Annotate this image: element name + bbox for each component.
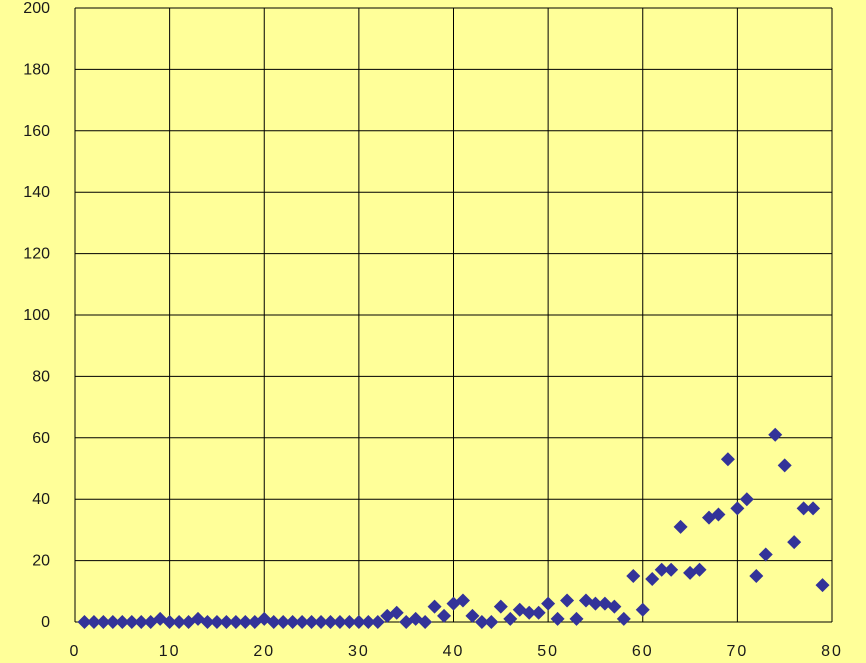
data-point <box>541 596 556 611</box>
data-point <box>162 615 177 629</box>
data-point <box>96 615 111 629</box>
data-point <box>531 605 546 620</box>
data-point <box>730 501 745 516</box>
x-tick-label: 60 <box>632 643 654 660</box>
data-point <box>758 547 773 562</box>
x-axis-tick-labels: 0 10 20 30 40 50 60 70 80 <box>70 643 843 660</box>
data-point <box>806 501 821 516</box>
data-point <box>276 615 291 629</box>
x-tick-label: 50 <box>537 643 559 660</box>
data-point <box>389 605 404 620</box>
data-point <box>219 615 234 629</box>
data-point <box>635 602 650 617</box>
data-point <box>304 615 319 629</box>
data-point <box>427 599 442 614</box>
y-tick-label: 200 <box>23 0 50 17</box>
data-point <box>560 593 575 608</box>
data-point <box>105 615 120 629</box>
data-point <box>720 452 735 467</box>
x-tick-label: 40 <box>443 643 465 660</box>
data-point <box>692 562 707 577</box>
data-point <box>493 599 508 614</box>
data-point <box>361 615 376 629</box>
data-point <box>134 615 149 629</box>
data-point <box>332 615 347 629</box>
data-point <box>607 599 622 614</box>
data-point <box>739 492 754 507</box>
data-point <box>503 611 518 626</box>
x-tick-label: 70 <box>726 643 748 660</box>
data-point <box>768 427 783 442</box>
data-point <box>314 615 329 629</box>
data-point <box>124 615 139 629</box>
data-point <box>77 615 92 629</box>
y-tick-label: 80 <box>32 368 50 385</box>
y-tick-label: 0 <box>41 614 50 631</box>
data-point <box>266 615 281 629</box>
data-point <box>645 572 660 587</box>
data-point <box>749 568 764 583</box>
data-point <box>711 507 726 522</box>
y-tick-label: 180 <box>23 61 50 78</box>
data-point <box>342 615 357 629</box>
data-point <box>588 596 603 611</box>
x-tick-label: 10 <box>159 643 181 660</box>
data-point <box>295 615 310 629</box>
data-point <box>474 615 489 629</box>
x-tick-label: 20 <box>253 643 275 660</box>
data-point <box>654 562 669 577</box>
data-point <box>664 562 679 577</box>
y-tick-label: 120 <box>23 246 50 263</box>
data-point <box>777 458 792 473</box>
y-tick-label: 20 <box>32 553 50 570</box>
data-point <box>172 615 187 629</box>
data-point <box>550 611 565 626</box>
data-point <box>673 519 688 534</box>
data-point <box>796 501 811 516</box>
data-point <box>455 593 470 608</box>
x-tick-label: 30 <box>348 643 370 660</box>
y-tick-label: 60 <box>32 430 50 447</box>
data-point <box>323 615 338 629</box>
grid-lines <box>74 7 833 623</box>
data-point <box>787 535 802 550</box>
data-point <box>200 615 215 629</box>
x-tick-label: 0 <box>70 643 81 660</box>
data-point <box>418 615 433 629</box>
data-point <box>437 608 452 623</box>
y-tick-label: 160 <box>23 123 50 140</box>
data-point <box>465 608 480 623</box>
data-point <box>238 615 253 629</box>
y-axis-tick-labels: 0 20 40 60 80 100 120 140 160 180 200 <box>23 0 50 631</box>
data-point <box>209 615 224 629</box>
data-point <box>484 615 499 629</box>
data-point <box>815 578 830 593</box>
data-point <box>616 611 631 626</box>
y-tick-label: 140 <box>23 184 50 201</box>
data-point <box>351 615 366 629</box>
y-tick-label: 100 <box>23 307 50 324</box>
data-point <box>86 615 101 629</box>
data-point <box>626 568 641 583</box>
x-tick-label: 80 <box>821 643 843 660</box>
data-point <box>285 615 300 629</box>
data-point <box>522 605 537 620</box>
data-point <box>569 611 584 626</box>
data-points <box>77 427 830 629</box>
data-point <box>115 615 130 629</box>
data-point <box>228 615 243 629</box>
data-point <box>370 615 385 629</box>
y-tick-label: 40 <box>32 491 50 508</box>
